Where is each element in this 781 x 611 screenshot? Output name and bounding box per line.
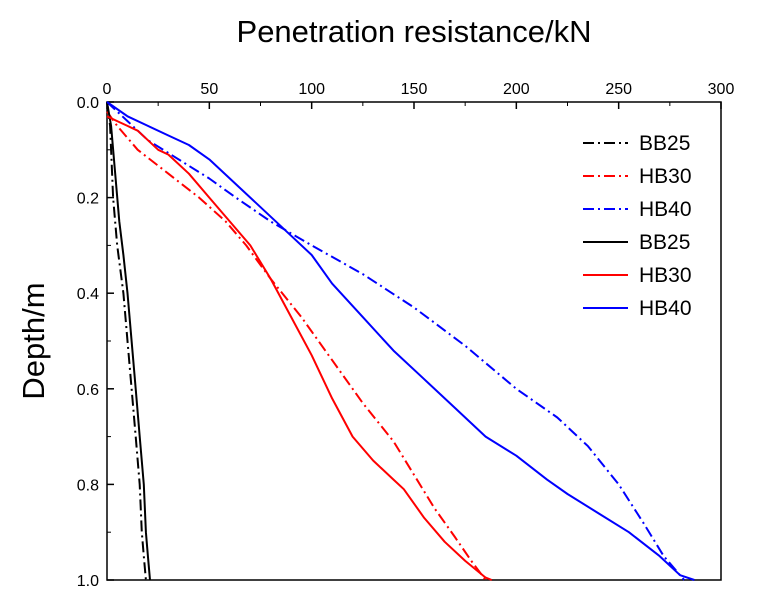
y-tick-label: 1.0 bbox=[77, 573, 99, 590]
x-tick-label: 200 bbox=[503, 81, 530, 98]
series-line-hb40-dashdot bbox=[106, 101, 685, 581]
series-line-bb25-solid bbox=[106, 101, 151, 581]
legend-label: HB40 bbox=[639, 297, 692, 320]
legend-label: BB25 bbox=[639, 231, 690, 254]
x-tick-label: 300 bbox=[708, 81, 735, 98]
series-line-hb40-solid bbox=[106, 101, 695, 581]
y-tick-label: 0.8 bbox=[77, 477, 99, 494]
legend-label: HB30 bbox=[639, 165, 692, 188]
y-tick-label: 0.2 bbox=[77, 191, 99, 208]
x-tick-label: 250 bbox=[605, 81, 632, 98]
legend: BB25 HB30 HB40 BB25 HB30 HB40 bbox=[583, 132, 692, 320]
series-line-hb30-dashdot bbox=[106, 111, 487, 581]
y-axis-title: Depth/m bbox=[16, 282, 51, 399]
x-axis-title: Penetration resistance/kN bbox=[237, 14, 592, 49]
legend-label: HB40 bbox=[639, 198, 692, 221]
series-layer bbox=[106, 101, 695, 581]
y-tick-label: 0.6 bbox=[77, 382, 99, 399]
x-axis: 0 50 100 150 200 250 300 bbox=[103, 81, 735, 109]
y-tick-label: 0.4 bbox=[77, 286, 99, 303]
series-line-bb25-dashdot bbox=[106, 101, 147, 581]
x-tick-label: 150 bbox=[401, 81, 428, 98]
x-tick-label: 0 bbox=[103, 81, 112, 98]
x-tick-label: 50 bbox=[200, 81, 218, 98]
series-line-hb30-solid bbox=[106, 115, 493, 581]
legend-label: HB30 bbox=[639, 264, 692, 287]
plot-frame bbox=[106, 101, 722, 581]
y-axis: 0.0 0.2 0.4 0.6 0.8 1.0 bbox=[77, 95, 114, 590]
legend-label: BB25 bbox=[639, 132, 690, 155]
y-tick-label: 0.0 bbox=[77, 95, 99, 112]
x-tick-label: 100 bbox=[298, 81, 325, 98]
